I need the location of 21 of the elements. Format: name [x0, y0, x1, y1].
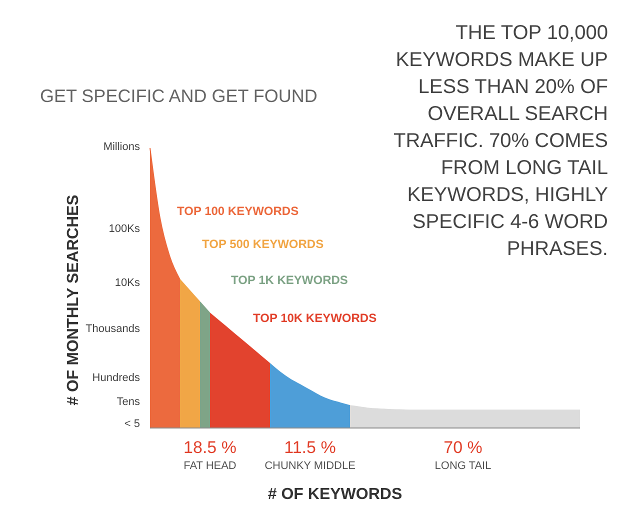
x-axis-title: # OF KEYWORDS [268, 486, 402, 504]
text: 18.5 % [184, 438, 236, 458]
text: Hundreds [92, 372, 140, 384]
text: THE TOP 10,000 KEYWORDS MAKE UP LESS THAN 20% OF OVERALL SEARCH TRAFFIC. 70% COMES FROM LONG TAIL KEYWORDS, HIGHLY SPECIFIC 4-6 WORD PHRASES. [394, 22, 608, 260]
text: 100Ks [108, 223, 140, 235]
text: Tens [116, 396, 140, 408]
text: LONG TAIL [434, 460, 492, 472]
text: 11.5 % [284, 438, 336, 458]
text: Millions [103, 141, 140, 153]
text: 10Ks [114, 277, 140, 289]
text: < 5 [124, 418, 140, 430]
text: FAT HEAD [184, 460, 236, 472]
text: CHUNKY MIDDLE [264, 460, 356, 472]
text: 70 % [444, 438, 482, 458]
annotation: TOP 100 KEYWORDS [177, 204, 299, 218]
annotation: TOP 500 KEYWORDS [202, 237, 324, 251]
chart-title: GET SPECIFIC AND GET FOUND [40, 86, 318, 107]
y-axis-title: # OF MONTHLY SEARCHES [65, 194, 83, 406]
text: Thousands [86, 323, 140, 335]
annotation: TOP 1K KEYWORDS [231, 273, 348, 287]
annotation: TOP 10K KEYWORDS [253, 311, 377, 325]
